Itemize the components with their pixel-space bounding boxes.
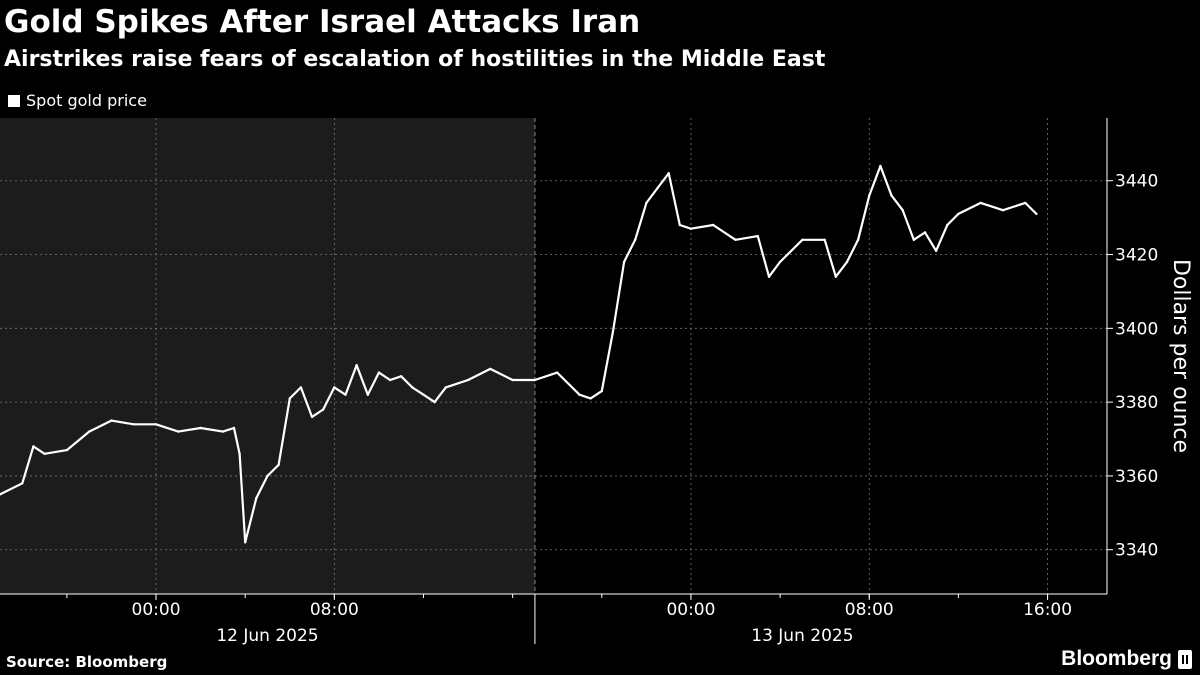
- data-point: [132, 423, 135, 426]
- data-point: [511, 378, 514, 382]
- y-tick-label: 3340: [1115, 541, 1158, 561]
- data-point: [645, 201, 648, 205]
- data-point: [767, 275, 771, 278]
- data-point: [689, 227, 693, 230]
- data-point: [656, 186, 659, 190]
- data-point: [322, 408, 325, 411]
- data-point: [634, 238, 637, 241]
- data-point: [21, 482, 24, 485]
- data-point: [957, 212, 960, 216]
- data-point: [277, 463, 280, 467]
- data-point: [923, 231, 927, 234]
- data-point: [466, 378, 470, 382]
- legend: Spot gold price: [8, 90, 147, 112]
- legend-swatch: [8, 95, 20, 107]
- y-tick-label: 3360: [1115, 467, 1158, 487]
- chart-title: Gold Spikes After Israel Attacks Iran: [4, 4, 641, 40]
- data-point: [912, 238, 915, 241]
- data-point: [65, 448, 69, 452]
- data-point: [823, 238, 826, 241]
- data-point: [834, 275, 837, 278]
- data-point: [734, 238, 737, 241]
- data-point: [411, 386, 414, 389]
- chart-subtitle: Airstrikes raise fears of escalation of …: [4, 47, 826, 72]
- shaded-region: [0, 118, 535, 594]
- data-point: [845, 260, 849, 264]
- data-point: [856, 238, 860, 241]
- data-point: [578, 393, 581, 396]
- data-point: [622, 260, 626, 264]
- data-point: [879, 164, 882, 168]
- x-tick-label: 00:00: [132, 600, 181, 620]
- data-point: [678, 223, 681, 227]
- data-point: [901, 209, 904, 212]
- data-point: [756, 234, 759, 238]
- data-point: [600, 389, 603, 393]
- brand-name: Bloomberg: [1061, 647, 1172, 670]
- data-point: [88, 430, 91, 433]
- data-point: [388, 378, 392, 382]
- x-tick-label: 16:00: [1023, 600, 1072, 620]
- data-point: [244, 541, 247, 544]
- data-point: [1024, 201, 1027, 205]
- brand-logo: Bloomberg: [1061, 646, 1192, 672]
- data-point: [589, 397, 592, 400]
- y-tick-label: 3380: [1115, 393, 1158, 413]
- data-point: [433, 400, 436, 404]
- data-point: [400, 375, 403, 378]
- x-tick-label: 08:00: [310, 600, 359, 620]
- series-line-spot-gold: [0, 164, 1038, 544]
- data-point: [946, 223, 949, 227]
- data-point: [32, 445, 35, 448]
- data-point: [266, 474, 269, 478]
- data-point: [344, 393, 347, 396]
- data-point: [154, 423, 158, 426]
- data-point: [489, 367, 492, 371]
- data-point: [110, 419, 113, 422]
- data-point: [310, 415, 314, 419]
- data-point: [979, 201, 982, 205]
- data-point: [556, 371, 559, 374]
- data-point: [238, 452, 241, 455]
- y-axis-title: Dollars per ounce: [1168, 259, 1193, 453]
- data-point: [712, 223, 715, 227]
- data-point: [890, 194, 893, 197]
- y-tick-label: 3420: [1115, 246, 1158, 266]
- y-tick-label: 3400: [1115, 319, 1158, 339]
- data-point: [611, 330, 615, 334]
- source-note: Source: Bloomberg: [6, 653, 168, 671]
- data-point: [288, 397, 291, 400]
- data-point: [444, 386, 447, 389]
- data-point: [299, 386, 303, 389]
- data-point: [177, 430, 180, 433]
- data-point: [255, 496, 258, 500]
- data-point: [801, 238, 804, 241]
- data-point: [0, 493, 2, 496]
- data-point: [1035, 212, 1038, 216]
- data-point: [934, 249, 938, 252]
- data-point: [778, 260, 782, 264]
- data-point: [221, 430, 225, 433]
- x-tick-label: 08:00: [845, 600, 894, 620]
- data-point: [667, 172, 670, 175]
- data-point: [366, 393, 369, 396]
- data-point: [43, 452, 46, 455]
- data-point: [199, 426, 202, 430]
- data-point: [533, 378, 537, 382]
- legend-label: Spot gold price: [26, 91, 147, 110]
- data-point: [355, 364, 358, 367]
- data-point: [377, 371, 381, 374]
- x-tick-label: 00:00: [666, 600, 715, 620]
- bloomberg-icon: [1178, 649, 1192, 669]
- data-point: [422, 393, 425, 396]
- data-point: [232, 426, 236, 430]
- data-point: [868, 194, 871, 197]
- x-day-label: 13 Jun 2025: [751, 626, 853, 646]
- y-tick-label: 3440: [1115, 172, 1158, 192]
- x-day-label: 12 Jun 2025: [216, 626, 318, 646]
- data-point: [1001, 209, 1005, 212]
- data-point: [333, 386, 336, 389]
